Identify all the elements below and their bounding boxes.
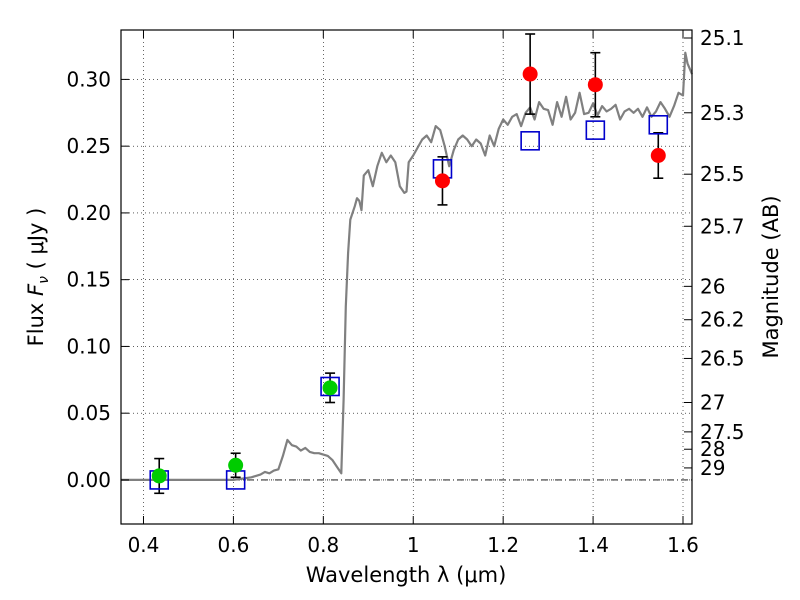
model-square <box>320 376 340 397</box>
sed-line <box>121 51 694 481</box>
y2-tick-label: 25.3 <box>700 101 745 125</box>
x-tick-label: 1 <box>407 533 420 557</box>
x-tick-label: 1.2 <box>487 533 519 557</box>
red-data-point <box>434 173 450 189</box>
red-data-point <box>587 77 603 93</box>
x-tick-label: 0.8 <box>307 533 339 557</box>
y-axis-label-prefix: Flux <box>24 296 48 346</box>
model-square <box>585 120 606 140</box>
y2-tick-label: 28 <box>700 437 725 461</box>
model-square <box>520 131 540 151</box>
y-tick-label: 0.05 <box>66 401 111 425</box>
model-square <box>648 114 669 135</box>
plot-frame <box>120 29 693 525</box>
y2-axis-label: Magnitude (AB) <box>759 195 783 358</box>
y-tick-label: 0.10 <box>66 334 111 358</box>
x-axis-label: Wavelength λ (μm) <box>306 563 507 587</box>
tick-marks <box>121 30 692 524</box>
y2-tick-label: 25.7 <box>700 214 745 238</box>
y2-tick-label: 26 <box>700 274 725 298</box>
sed-model-line <box>121 51 694 481</box>
green-data-point <box>322 380 338 396</box>
y-axis-label-suffix: ( μJy ) <box>24 208 48 276</box>
photometry-points <box>151 66 666 484</box>
x-tick-labels: 0.4 0.6 0.8 1 1.2 1.4 1.6 <box>128 533 699 557</box>
y-tick-label: 0.15 <box>66 268 111 292</box>
y-tick-labels: 0.00 0.05 0.10 0.15 0.20 0.25 0.30 <box>66 67 111 492</box>
red-data-point <box>522 66 538 82</box>
green-data-point <box>151 468 167 484</box>
x-tick-label: 0.4 <box>128 533 160 557</box>
red-data-point <box>650 148 666 164</box>
y-tick-label: 0.30 <box>66 67 111 91</box>
y-axis-label: Flux Fν ( μJy ) <box>24 208 52 347</box>
green-data-point <box>228 457 244 473</box>
y2-tick-label: 25.5 <box>700 162 745 186</box>
x-tick-label: 0.6 <box>217 533 249 557</box>
x-tick-label: 1.4 <box>577 533 609 557</box>
y-tick-label: 0.00 <box>66 468 111 492</box>
y-axis-label-subscript: ν <box>36 276 52 284</box>
y-tick-label: 0.25 <box>66 134 111 158</box>
x-tick-label: 1.6 <box>667 533 699 557</box>
grid <box>121 30 692 524</box>
error-bars <box>154 33 664 495</box>
y2-tick-label: 25.1 <box>700 26 745 50</box>
y-axis-label-symbol: F <box>24 283 48 296</box>
model-squares <box>149 114 669 490</box>
y2-tick-label: 27 <box>700 391 725 415</box>
y2-tick-label: 26.5 <box>700 346 745 370</box>
y2-tick-label: 26.2 <box>700 308 745 332</box>
y2-tick-label: 27.5 <box>700 420 745 444</box>
y2-tick-label: 29 <box>700 456 725 480</box>
y-tick-label: 0.20 <box>66 201 111 225</box>
